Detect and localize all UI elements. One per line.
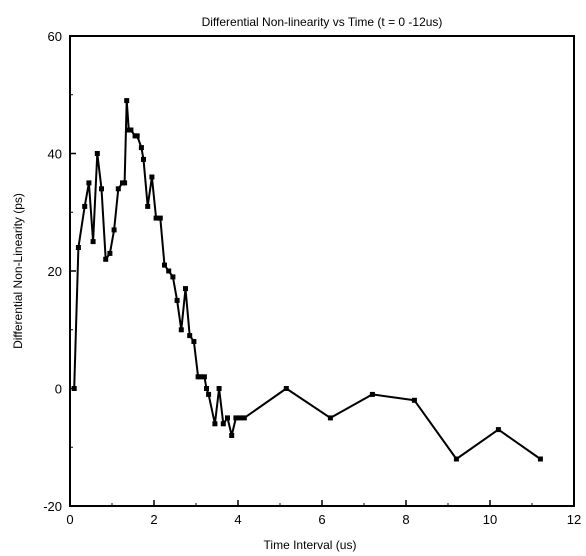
data-point [197,374,203,380]
data-point [162,262,167,268]
x-tick-label: 2 [150,512,157,527]
data-point [134,133,140,139]
y-axis: -20 0 20 40 60 [43,29,76,514]
data-point [453,456,459,462]
data-point [122,180,128,186]
data-point [191,339,197,344]
data-point [103,256,109,262]
x-axis-label: Time Interval (us) [264,538,357,552]
x-tick-label: 10 [483,512,497,527]
y-tick-label: 0 [55,382,62,397]
data-point [86,180,92,186]
data-point [220,421,226,427]
y-axis-label: Differential Non-Linearity (ps) [11,193,25,349]
data-point [157,215,163,221]
data-point [237,415,243,421]
data-point [170,274,176,280]
data-point [90,239,96,245]
y-tick-label: 40 [48,147,62,162]
data-point [107,250,113,256]
x-tick-label: 4 [234,512,241,527]
data-point [369,391,375,397]
y-tick-label: 60 [48,29,62,44]
data-point [327,415,333,421]
data-point [178,327,184,333]
data-point [71,386,77,391]
data-point [183,286,188,292]
data-point [495,427,501,433]
x-tick-label: 8 [402,512,409,527]
data-point [153,215,159,221]
data-point [82,203,88,209]
y-tick-label: 20 [48,264,62,279]
data-point [537,456,543,462]
y-tick-label: -20 [43,499,62,514]
data-point [141,156,146,162]
data-point [233,415,239,421]
data-point [204,386,209,391]
data-point [115,186,121,192]
data-point [411,397,417,403]
x-tick-label: 6 [318,512,325,527]
x-tick-label: 12 [567,512,581,527]
plot-frame [69,35,575,507]
data-point [216,386,222,391]
data-point [201,374,207,380]
data-point [138,145,144,151]
data-point [124,98,130,104]
data-point [166,268,172,274]
data-point [206,391,212,397]
data-point [283,386,289,391]
series-group [71,98,543,462]
chart-title: Differential Non-linearity vs Time (t = … [202,15,443,29]
data-point [229,433,235,438]
data-point [187,333,193,339]
data-point [174,297,180,303]
data-point [75,245,81,250]
x-tick-label: 0 [66,512,73,527]
series-line [73,99,541,460]
data-point [128,127,134,133]
data-point [111,227,117,233]
data-point [94,151,100,156]
data-point [225,415,230,421]
x-axis: 0 2 4 6 8 10 12 [66,500,581,527]
data-point [212,421,218,427]
data-point [241,415,247,421]
data-point [145,203,151,209]
data-point [99,186,104,192]
data-point [149,174,155,180]
